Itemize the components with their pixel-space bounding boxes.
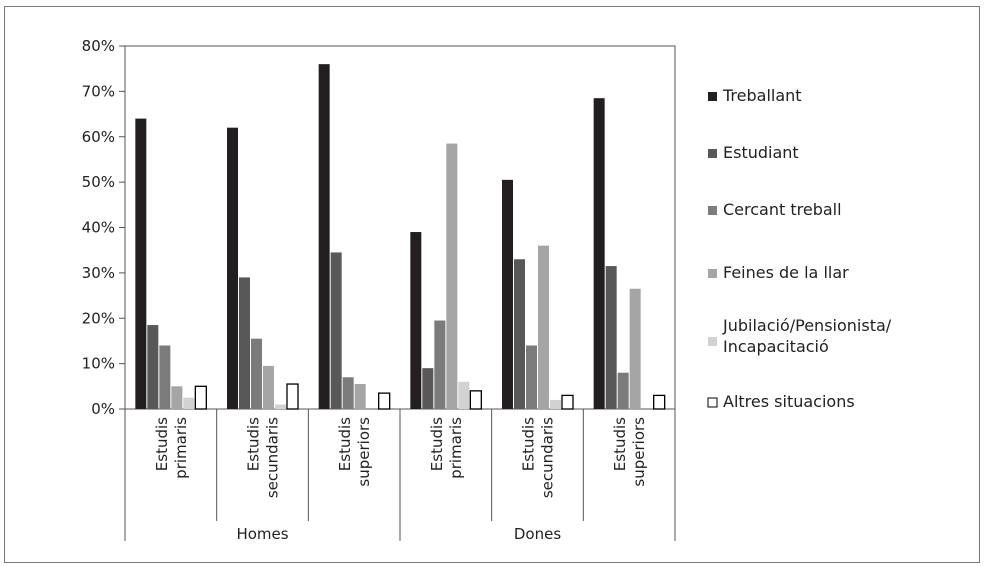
bar <box>354 384 366 409</box>
legend-label: Treballant <box>722 86 802 105</box>
bar <box>342 377 354 409</box>
bar <box>378 392 391 410</box>
bar <box>550 399 561 409</box>
category-label-line: Estudis <box>520 417 538 471</box>
bar <box>526 345 537 409</box>
category-label-line: Estudis <box>153 417 171 471</box>
legend-label-line: Jubilació/Pensionista/ <box>722 316 892 335</box>
bar <box>561 394 574 410</box>
bar <box>434 320 446 409</box>
bar <box>502 179 513 409</box>
category-label-line: superiors <box>630 417 648 487</box>
legend-label: Altres situacions <box>723 392 855 411</box>
category-label-line: Estudis <box>428 417 446 471</box>
bar <box>330 252 342 409</box>
y-tick-label: 60% <box>82 128 115 146</box>
category-label: Estudisprimaris <box>153 417 190 479</box>
category-label-line: primaris <box>172 417 190 479</box>
y-tick-label: 50% <box>82 173 115 191</box>
category-label: Estudissuperiors <box>336 417 373 487</box>
bar <box>251 338 262 409</box>
bar <box>286 383 299 410</box>
category-label: Estudissuperiors <box>611 417 648 487</box>
y-tick-label: 40% <box>82 219 115 237</box>
chart-frame: 0% 10% 20% 30% 40% 50% 60% 70% 80% Estudisprimari… <box>4 6 980 563</box>
legend-label: Feines de la llar <box>723 263 849 282</box>
bar <box>629 288 641 409</box>
legend-swatch <box>708 149 717 158</box>
bar <box>227 127 238 410</box>
y-tick-label: 70% <box>82 82 115 100</box>
legend-label: Cercant treball <box>723 200 842 219</box>
bar <box>275 404 286 409</box>
category-label-line: secundaris <box>539 417 557 498</box>
y-tick-label: 30% <box>82 264 115 282</box>
legend-swatch <box>707 397 718 408</box>
bar <box>263 365 274 409</box>
bar <box>514 259 525 409</box>
category-label: Estudissecundaris <box>520 417 557 498</box>
group-label: Dones <box>514 525 561 543</box>
legend-label-line: Incapacitació <box>723 337 829 356</box>
category-label-line: superiors <box>355 417 373 487</box>
bar <box>422 368 434 409</box>
bar <box>171 386 183 409</box>
bar <box>318 64 330 410</box>
y-tick-label: 80% <box>82 37 115 55</box>
bar <box>147 325 159 409</box>
legend-swatch <box>708 269 717 278</box>
legend-swatch <box>708 92 717 101</box>
legend-swatch <box>708 337 717 346</box>
legend-swatch <box>708 206 717 215</box>
category-label-line: Estudis <box>611 417 629 471</box>
group-label: Homes <box>236 525 288 543</box>
bar <box>159 345 171 409</box>
y-tick-label: 20% <box>82 309 115 327</box>
category-label-line: Estudis <box>245 417 263 471</box>
bar <box>135 118 147 409</box>
y-tick-label: 10% <box>82 355 115 373</box>
bar <box>469 390 482 410</box>
bar <box>538 245 549 409</box>
legend-label: Estudiant <box>723 143 799 162</box>
bar <box>458 381 470 409</box>
bar-chart: 0%10%20%30%40%50%60%70%80%Estudisprimari… <box>82 37 892 543</box>
category-label-line: secundaris <box>264 417 282 498</box>
bar <box>653 394 666 410</box>
category-label: Estudisprimaris <box>428 417 465 479</box>
category-label: Estudissecundaris <box>245 417 282 498</box>
category-label-line: primaris <box>447 417 465 479</box>
bar <box>239 277 250 409</box>
bar <box>194 385 207 410</box>
bar <box>183 397 195 409</box>
plot-area <box>124 45 676 410</box>
bar <box>446 143 458 409</box>
category-label-line: Estudis <box>336 417 354 471</box>
legend-label: Jubilació/Pensionista/Incapacitació <box>722 316 892 356</box>
bar <box>410 232 422 409</box>
y-tick-label: 0% <box>91 400 115 418</box>
bar <box>605 266 617 409</box>
bar <box>617 372 629 409</box>
bar <box>593 98 605 410</box>
